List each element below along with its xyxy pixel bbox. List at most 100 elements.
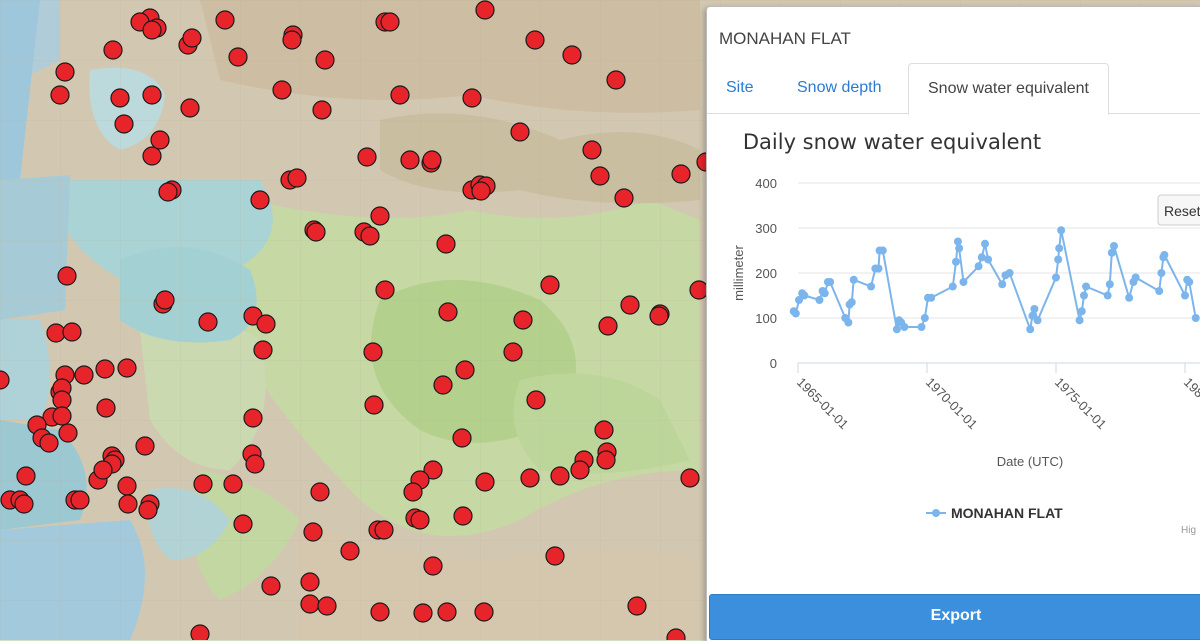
station-marker[interactable]	[306, 222, 326, 242]
station-marker[interactable]	[513, 310, 533, 330]
station-marker[interactable]	[357, 147, 377, 167]
data-point[interactable]	[1052, 273, 1060, 282]
station-marker[interactable]	[250, 190, 270, 210]
station-marker[interactable]	[103, 40, 123, 60]
data-point[interactable]	[874, 264, 883, 273]
data-point[interactable]	[927, 293, 936, 302]
station-marker[interactable]	[138, 500, 158, 520]
station-marker[interactable]	[287, 168, 307, 188]
data-point[interactable]	[1103, 291, 1112, 300]
station-marker[interactable]	[364, 395, 384, 415]
station-marker[interactable]	[403, 482, 423, 502]
station-marker[interactable]	[215, 10, 235, 30]
data-point[interactable]	[955, 244, 964, 253]
station-marker[interactable]	[39, 433, 59, 453]
station-marker[interactable]	[272, 80, 292, 100]
data-point[interactable]	[1181, 291, 1189, 300]
station-marker[interactable]	[545, 546, 565, 566]
data-point[interactable]	[1110, 242, 1119, 250]
station-marker[interactable]	[315, 50, 335, 70]
station-marker[interactable]	[594, 420, 614, 440]
station-marker[interactable]	[606, 70, 626, 90]
station-marker[interactable]	[380, 12, 400, 32]
station-marker[interactable]	[110, 88, 130, 108]
station-marker[interactable]	[400, 150, 420, 170]
station-marker[interactable]	[614, 188, 634, 208]
station-marker[interactable]	[182, 28, 202, 48]
station-marker[interactable]	[436, 234, 456, 254]
station-marker[interactable]	[596, 450, 616, 470]
station-marker[interactable]	[455, 360, 475, 380]
data-point[interactable]	[1191, 314, 1200, 322]
station-marker[interactable]	[410, 510, 430, 530]
data-point[interactable]	[1026, 325, 1035, 334]
data-point[interactable]	[794, 296, 803, 304]
data-point[interactable]	[800, 291, 809, 300]
data-point[interactable]	[1157, 269, 1166, 277]
tab-site[interactable]: Site	[726, 79, 754, 96]
station-marker[interactable]	[471, 181, 491, 201]
data-point[interactable]	[1077, 307, 1086, 316]
station-marker[interactable]	[253, 340, 273, 360]
station-marker[interactable]	[525, 30, 545, 50]
station-marker[interactable]	[14, 494, 34, 514]
station-marker[interactable]	[52, 406, 72, 426]
station-marker[interactable]	[0, 370, 10, 390]
data-point[interactable]	[1125, 293, 1134, 302]
station-marker[interactable]	[158, 182, 178, 202]
data-point[interactable]	[1160, 251, 1169, 259]
station-marker[interactable]	[433, 375, 453, 395]
tab-snow-depth[interactable]: Snow depth	[797, 79, 882, 96]
station-marker[interactable]	[303, 522, 323, 542]
data-point[interactable]	[920, 314, 929, 322]
station-marker[interactable]	[233, 514, 253, 534]
data-point[interactable]	[977, 253, 986, 262]
data-point[interactable]	[981, 239, 990, 248]
station-marker[interactable]	[70, 490, 90, 510]
chart-legend[interactable]: MONAHAN FLAT	[926, 505, 1063, 521]
station-marker[interactable]	[223, 474, 243, 494]
data-point[interactable]	[815, 296, 824, 304]
station-marker[interactable]	[312, 100, 332, 120]
station-marker[interactable]	[96, 398, 116, 418]
station-marker[interactable]	[649, 306, 669, 326]
data-point[interactable]	[1057, 226, 1066, 235]
data-point[interactable]	[1075, 316, 1084, 325]
data-point[interactable]	[1028, 311, 1037, 320]
station-marker[interactable]	[16, 466, 36, 486]
station-marker[interactable]	[422, 150, 442, 170]
swe-chart[interactable]: Daily snow water equivalent 0 100 200 300 400…	[707, 113, 1200, 543]
station-marker[interactable]	[118, 494, 138, 514]
data-point[interactable]	[844, 318, 853, 327]
station-markers[interactable]	[0, 0, 716, 640]
station-marker[interactable]	[462, 88, 482, 108]
station-marker[interactable]	[390, 85, 410, 105]
tab-snow-water-equivalent[interactable]: Snow water equivalent	[908, 63, 1109, 115]
station-marker[interactable]	[503, 342, 523, 362]
station-marker[interactable]	[370, 602, 390, 622]
station-marker[interactable]	[142, 85, 162, 105]
station-marker[interactable]	[680, 468, 700, 488]
station-marker[interactable]	[627, 596, 647, 616]
station-marker[interactable]	[190, 624, 210, 640]
data-point[interactable]	[1082, 282, 1091, 291]
station-marker[interactable]	[437, 602, 457, 622]
station-marker[interactable]	[245, 454, 265, 474]
data-point[interactable]	[878, 246, 887, 255]
data-point[interactable]	[959, 278, 968, 286]
data-point[interactable]	[948, 282, 957, 291]
data-point[interactable]	[1030, 305, 1039, 313]
station-marker[interactable]	[475, 0, 495, 20]
station-marker[interactable]	[317, 596, 337, 616]
station-marker[interactable]	[671, 164, 691, 184]
station-marker[interactable]	[142, 146, 162, 166]
station-marker[interactable]	[310, 482, 330, 502]
data-point[interactable]	[1185, 278, 1194, 286]
station-marker[interactable]	[193, 474, 213, 494]
station-marker[interactable]	[413, 603, 433, 623]
station-marker[interactable]	[475, 472, 495, 492]
station-marker[interactable]	[520, 468, 540, 488]
data-point[interactable]	[826, 278, 835, 286]
station-marker[interactable]	[114, 114, 134, 134]
station-marker[interactable]	[261, 576, 281, 596]
